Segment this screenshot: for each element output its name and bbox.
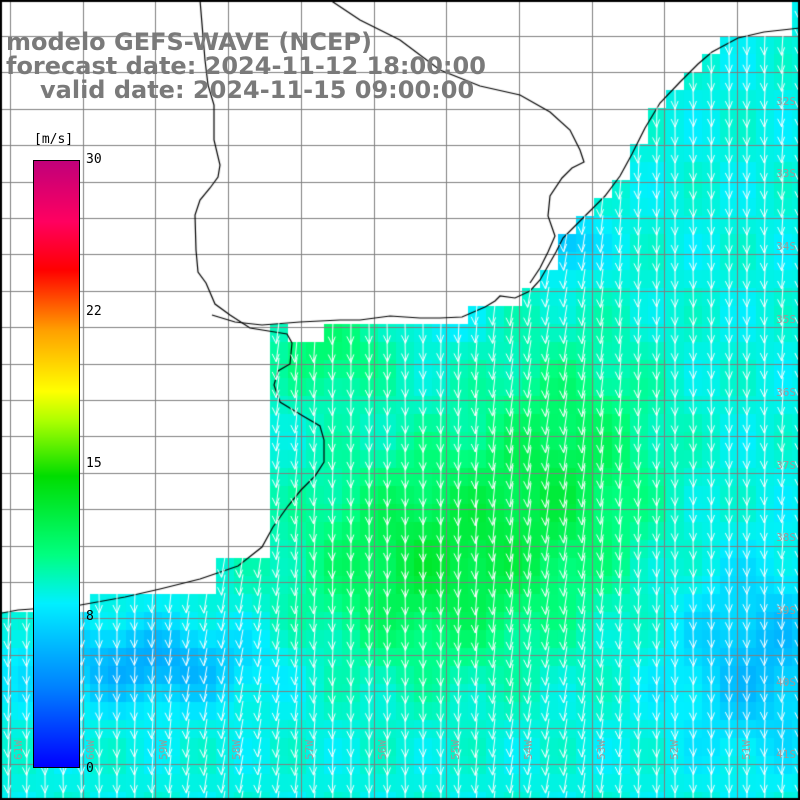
lat-label: 32S bbox=[776, 95, 796, 108]
lat-label: 41S bbox=[776, 748, 796, 761]
lon-label: 55W bbox=[449, 740, 462, 760]
colorbar-tick-0: 0 bbox=[86, 761, 94, 776]
model-title: modelo GEFS-WAVE (NCEP) bbox=[6, 28, 372, 56]
lon-label: 51W bbox=[740, 740, 753, 760]
lat-label: 36S bbox=[776, 386, 796, 399]
colorbar-tick-30: 30 bbox=[86, 152, 102, 167]
colorbar-tick-22: 22 bbox=[86, 304, 102, 319]
lon-label: 57W bbox=[303, 740, 316, 760]
map-titles: modelo GEFS-WAVE (NCEP) forecast date: 2… bbox=[6, 30, 486, 102]
lon-label: 56W bbox=[376, 740, 389, 760]
colorbar-tick-15: 15 bbox=[86, 456, 102, 471]
lon-label: 61W bbox=[12, 740, 25, 760]
lon-label: 59W bbox=[157, 740, 170, 760]
forecast-date: forecast date: 2024-11-12 18:00:00 bbox=[6, 52, 486, 80]
lon-label: 60W bbox=[84, 740, 97, 760]
lat-label: 35S bbox=[776, 313, 796, 326]
lon-label: 54W bbox=[522, 740, 535, 760]
lon-label: 58W bbox=[230, 740, 243, 760]
valid-date: valid date: 2024-11-15 09:00:00 bbox=[40, 76, 475, 104]
lat-label: 39S bbox=[776, 604, 796, 617]
colorbar-unit: [m/s] bbox=[34, 132, 74, 147]
lat-label: 33S bbox=[776, 167, 796, 180]
lat-label: 38S bbox=[776, 531, 796, 544]
colorbar bbox=[33, 160, 80, 768]
lat-label: 37S bbox=[776, 459, 796, 472]
lat-label: 40S bbox=[776, 676, 796, 689]
lon-label: 53W bbox=[595, 740, 608, 760]
lon-label: 52W bbox=[668, 740, 681, 760]
lat-label: 34S bbox=[776, 240, 796, 253]
colorbar-tick-8: 8 bbox=[86, 609, 94, 624]
